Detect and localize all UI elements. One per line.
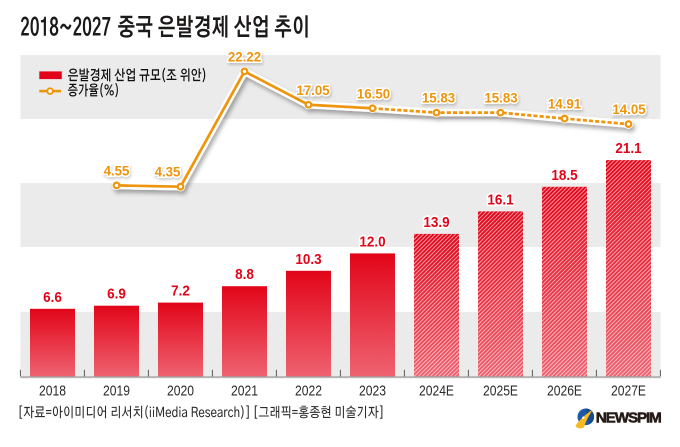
svg-text:16.1: 16.1 bbox=[487, 192, 513, 209]
svg-text:13.9: 13.9 bbox=[423, 214, 449, 231]
svg-text:2024E: 2024E bbox=[419, 382, 454, 398]
svg-text:4.55: 4.55 bbox=[104, 163, 130, 178]
svg-text:14.91: 14.91 bbox=[548, 96, 582, 111]
svg-text:21.1: 21.1 bbox=[615, 140, 641, 157]
svg-text:6.9: 6.9 bbox=[107, 286, 126, 303]
svg-text:14.05: 14.05 bbox=[612, 102, 646, 117]
svg-text:2019: 2019 bbox=[103, 382, 130, 398]
svg-text:2025E: 2025E bbox=[483, 382, 518, 398]
svg-text:7.2: 7.2 bbox=[171, 283, 190, 300]
svg-text:2018: 2018 bbox=[39, 382, 66, 398]
svg-text:4.35: 4.35 bbox=[155, 164, 181, 179]
svg-text:2027E: 2027E bbox=[611, 382, 646, 398]
svg-text:2021: 2021 bbox=[231, 382, 258, 398]
svg-text:NEWSPIM: NEWSPIM bbox=[596, 409, 662, 426]
svg-text:10.3: 10.3 bbox=[295, 251, 321, 268]
svg-text:18.5: 18.5 bbox=[551, 167, 577, 184]
svg-text:17.05: 17.05 bbox=[296, 82, 330, 97]
svg-text:6.6: 6.6 bbox=[43, 289, 62, 306]
svg-text:15.83: 15.83 bbox=[422, 90, 456, 105]
svg-text:15.83: 15.83 bbox=[484, 90, 518, 105]
svg-text:2022: 2022 bbox=[295, 382, 322, 398]
svg-text:12.0: 12.0 bbox=[359, 234, 385, 251]
svg-text:16.50: 16.50 bbox=[357, 86, 391, 101]
svg-text:8.8: 8.8 bbox=[235, 267, 254, 284]
svg-text:2023: 2023 bbox=[359, 382, 386, 398]
svg-text:22.22: 22.22 bbox=[228, 49, 262, 64]
svg-text:2020: 2020 bbox=[167, 382, 194, 398]
svg-text:2026E: 2026E bbox=[547, 382, 582, 398]
